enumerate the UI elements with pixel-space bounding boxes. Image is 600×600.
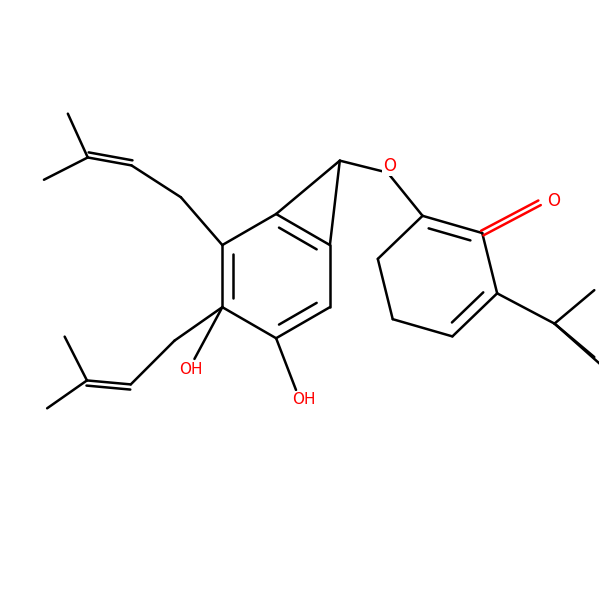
- Text: OH: OH: [179, 362, 202, 377]
- Text: O: O: [383, 157, 395, 175]
- Text: OH: OH: [292, 392, 316, 407]
- Text: O: O: [547, 192, 560, 210]
